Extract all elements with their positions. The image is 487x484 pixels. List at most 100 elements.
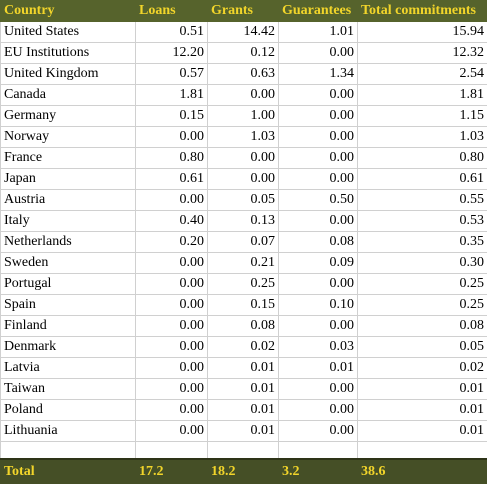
data-row: Taiwan 0.00 0.01 0.00 0.01: [0, 378, 487, 400]
cell: 0.35: [357, 231, 487, 253]
cell: 0.08: [357, 315, 487, 337]
cell: United Kingdom: [0, 63, 136, 85]
cell: Norway: [0, 126, 136, 148]
cell: 0.00: [135, 420, 208, 442]
cell: 0.02: [207, 336, 279, 358]
cell: 0.00: [207, 84, 279, 106]
data-row: Latvia 0.00 0.01 0.01 0.02: [0, 357, 487, 379]
header-row: Country Loans Grants Guarantees Total commit…: [0, 0, 487, 22]
cell: 0.30: [357, 252, 487, 274]
cell: 1.81: [357, 84, 487, 106]
data-row: France 0.80 0.00 0.00 0.80: [0, 147, 487, 169]
cell: 0.01: [357, 420, 487, 442]
cell: 0.00: [135, 294, 208, 316]
cell: Spain: [0, 294, 136, 316]
cell: [278, 441, 358, 460]
cell: 0.07: [207, 231, 279, 253]
cell: 0.00: [278, 315, 358, 337]
cell: [357, 441, 487, 460]
empty-row: [0, 441, 487, 460]
cell: 0.05: [357, 336, 487, 358]
cell: 0.00: [278, 420, 358, 442]
cell: 0.61: [135, 168, 208, 190]
data-row: Poland 0.00 0.01 0.00 0.01: [0, 399, 487, 421]
data-row: Germany 0.15 1.00 0.00 1.15: [0, 105, 487, 127]
cell: 1.03: [357, 126, 487, 148]
cell: Total commitments: [357, 0, 487, 22]
cell: 0.53: [357, 210, 487, 232]
cell: 0.03: [278, 336, 358, 358]
cell: 12.32: [357, 42, 487, 64]
cell: 1.01: [278, 21, 358, 43]
cell: 0.01: [207, 420, 279, 442]
cell: 0.00: [278, 210, 358, 232]
data-row: United States 0.51 14.42 1.01 15.94: [0, 21, 487, 43]
cell: 0.12: [207, 42, 279, 64]
cell: 0.00: [278, 105, 358, 127]
cell: Austria: [0, 189, 136, 211]
data-row: EU Institutions 12.20 0.12 0.00 12.32: [0, 42, 487, 64]
cell: 0.01: [357, 378, 487, 400]
cell: 15.94: [357, 21, 487, 43]
cell: [135, 441, 208, 460]
data-row: Netherlands 0.20 0.07 0.08 0.35: [0, 231, 487, 253]
cell: 0.00: [278, 147, 358, 169]
cell: 0.61: [357, 168, 487, 190]
cell: 0.00: [135, 189, 208, 211]
cell: 0.00: [278, 273, 358, 295]
cell: 18.2: [207, 458, 279, 484]
data-row: Portugal 0.00 0.25 0.00 0.25: [0, 273, 487, 295]
cell: Denmark: [0, 336, 136, 358]
cell: 0.50: [278, 189, 358, 211]
cell: Country: [0, 0, 136, 22]
cell: Guarantees: [278, 0, 358, 22]
cell: Total: [0, 458, 136, 484]
cell: Italy: [0, 210, 136, 232]
cell: 0.40: [135, 210, 208, 232]
cell: 0.00: [278, 168, 358, 190]
cell: EU Institutions: [0, 42, 136, 64]
cell: 0.00: [278, 399, 358, 421]
cell: 0.00: [278, 84, 358, 106]
cell: 0.01: [207, 378, 279, 400]
cell: 0.00: [135, 399, 208, 421]
cell: 0.00: [135, 336, 208, 358]
cell: 38.6: [357, 458, 487, 484]
cell: United States: [0, 21, 136, 43]
cell: 0.15: [207, 294, 279, 316]
cell: Loans: [135, 0, 208, 22]
cell: 0.00: [207, 147, 279, 169]
data-row: Finland 0.00 0.08 0.00 0.08: [0, 315, 487, 337]
cell: 0.51: [135, 21, 208, 43]
total-row: Total 17.2 18.2 3.2 38.6: [0, 458, 487, 484]
cell: 0.01: [278, 357, 358, 379]
cell: 2.54: [357, 63, 487, 85]
cell: Taiwan: [0, 378, 136, 400]
cell: [0, 441, 136, 460]
cell: 0.80: [357, 147, 487, 169]
cell: [207, 441, 279, 460]
cell: Lithuania: [0, 420, 136, 442]
cell: Latvia: [0, 357, 136, 379]
cell: 0.00: [135, 252, 208, 274]
cell: 1.34: [278, 63, 358, 85]
cell: 0.00: [278, 126, 358, 148]
data-row: United Kingdom 0.57 0.63 1.34 2.54: [0, 63, 487, 85]
cell: 1.81: [135, 84, 208, 106]
data-row: Japan 0.61 0.00 0.00 0.61: [0, 168, 487, 190]
data-row: Sweden 0.00 0.21 0.09 0.30: [0, 252, 487, 274]
cell: 14.42: [207, 21, 279, 43]
cell: Germany: [0, 105, 136, 127]
cell: 0.00: [135, 378, 208, 400]
cell: 0.21: [207, 252, 279, 274]
cell: 0.15: [135, 105, 208, 127]
data-row: Spain 0.00 0.15 0.10 0.25: [0, 294, 487, 316]
cell: 0.57: [135, 63, 208, 85]
cell: 0.05: [207, 189, 279, 211]
cell: Poland: [0, 399, 136, 421]
cell: 1.15: [357, 105, 487, 127]
cell: 1.03: [207, 126, 279, 148]
data-row: Lithuania 0.00 0.01 0.00 0.01: [0, 420, 487, 442]
